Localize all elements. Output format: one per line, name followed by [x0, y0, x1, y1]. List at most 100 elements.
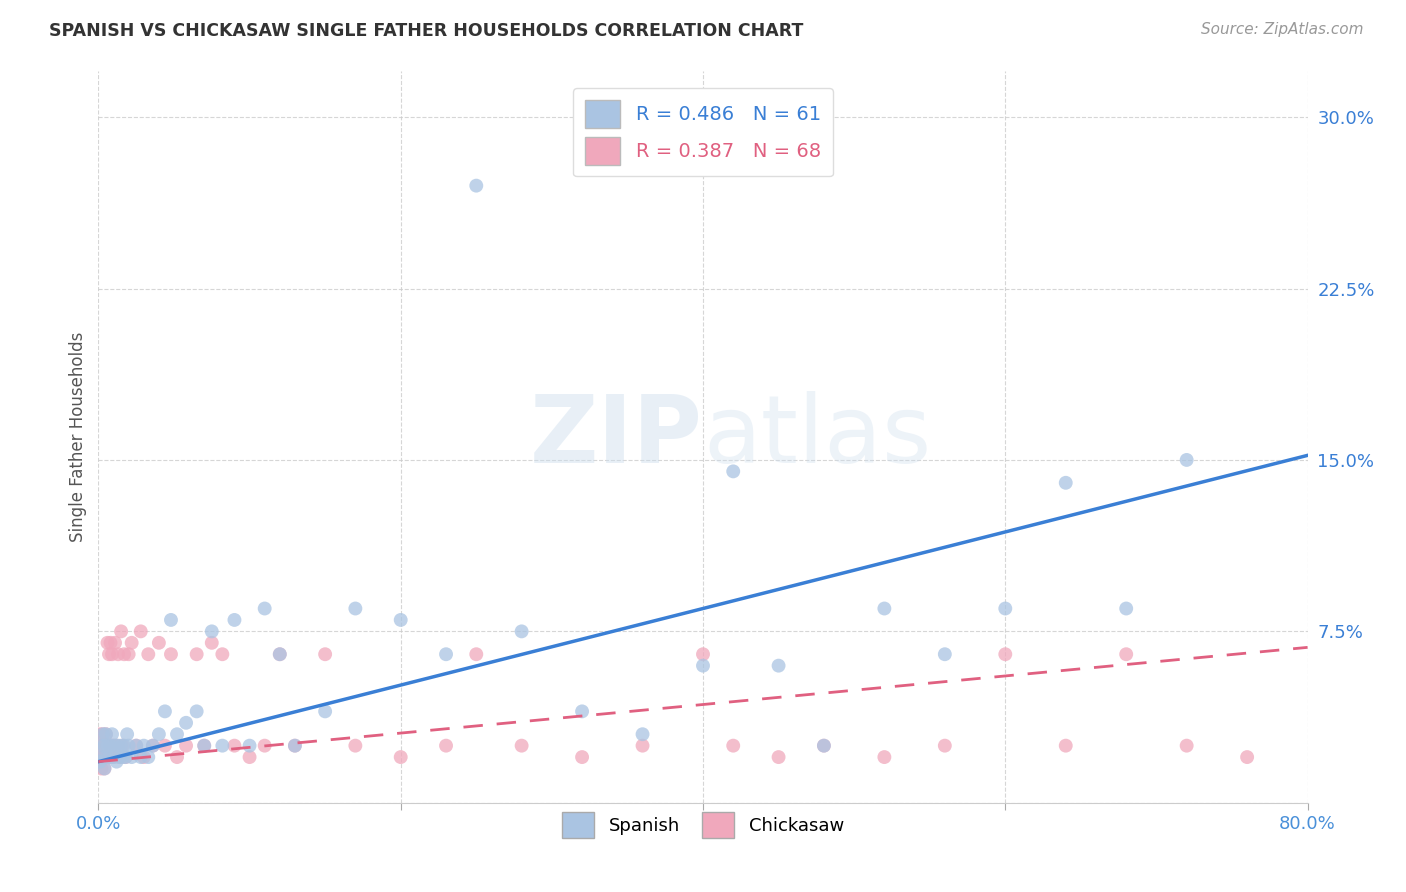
Point: [465, 178, 488, 193]
Point: [1175, 453, 1198, 467]
Point: [110, 739, 132, 753]
Point: [105, 739, 128, 753]
Point: [434, 647, 457, 661]
Point: [723, 464, 745, 478]
Point: [211, 739, 233, 753]
Point: [994, 601, 1017, 615]
Point: [510, 624, 533, 639]
Point: [160, 647, 183, 661]
Point: [118, 739, 141, 753]
Point: [91, 750, 114, 764]
Point: [89, 727, 111, 741]
Point: [111, 739, 134, 753]
Point: [100, 636, 122, 650]
Point: [201, 636, 224, 650]
Point: [94, 727, 117, 741]
Point: [768, 750, 790, 764]
Point: [873, 750, 896, 764]
Point: [934, 647, 956, 661]
Point: [211, 647, 233, 661]
Point: [269, 647, 291, 661]
Point: [114, 750, 136, 764]
Point: [465, 647, 488, 661]
Point: [1054, 739, 1077, 753]
Point: [571, 750, 593, 764]
Point: [108, 750, 131, 764]
Point: [91, 727, 114, 741]
Point: [90, 762, 112, 776]
Point: [94, 727, 117, 741]
Point: [193, 739, 215, 753]
Point: [114, 750, 136, 764]
Point: [166, 750, 188, 764]
Point: [434, 739, 457, 753]
Point: [284, 739, 307, 753]
Point: [132, 739, 155, 753]
Point: [125, 739, 148, 753]
Point: [121, 636, 143, 650]
Point: [98, 750, 121, 764]
Point: [107, 739, 129, 753]
Point: [314, 705, 336, 719]
Point: [94, 750, 117, 764]
Point: [1175, 739, 1198, 753]
Point: [153, 705, 176, 719]
Point: [186, 647, 208, 661]
Point: [103, 750, 125, 764]
Point: [284, 739, 307, 753]
Point: [344, 601, 367, 615]
Point: [692, 647, 714, 661]
Point: [129, 750, 152, 764]
Point: [89, 750, 111, 764]
Point: [112, 739, 135, 753]
Point: [193, 739, 215, 753]
Point: [934, 739, 956, 753]
Point: [631, 727, 654, 741]
Point: [253, 739, 276, 753]
Point: [253, 601, 276, 615]
Point: [186, 705, 208, 719]
Point: [94, 750, 117, 764]
Point: [101, 739, 124, 753]
Point: [100, 739, 122, 753]
Point: [91, 750, 114, 764]
Point: [93, 762, 115, 776]
Text: atlas: atlas: [703, 391, 931, 483]
Point: [96, 739, 118, 753]
Point: [125, 739, 148, 753]
Point: [153, 739, 176, 753]
Point: [314, 647, 336, 661]
Point: [108, 750, 131, 764]
Point: [692, 658, 714, 673]
Point: [148, 727, 170, 741]
Point: [93, 739, 115, 753]
Point: [160, 613, 183, 627]
Point: [96, 636, 118, 650]
Point: [98, 739, 121, 753]
Point: [873, 601, 896, 615]
Point: [132, 750, 155, 764]
Point: [101, 727, 124, 741]
Point: [631, 739, 654, 753]
Point: [100, 750, 122, 764]
Point: [90, 739, 112, 753]
Point: [93, 739, 115, 753]
Point: [344, 739, 367, 753]
Point: [105, 755, 128, 769]
Point: [91, 727, 114, 741]
Point: [510, 739, 533, 753]
Point: [112, 647, 135, 661]
Text: SPANISH VS CHICKASAW SINGLE FATHER HOUSEHOLDS CORRELATION CHART: SPANISH VS CHICKASAW SINGLE FATHER HOUSE…: [49, 22, 804, 40]
Point: [103, 750, 125, 764]
Point: [571, 705, 593, 719]
Point: [115, 727, 138, 741]
Point: [90, 739, 112, 753]
Point: [224, 739, 246, 753]
Point: [239, 750, 262, 764]
Point: [174, 715, 197, 730]
Point: [201, 624, 224, 639]
Point: [768, 658, 790, 673]
Point: [111, 750, 134, 764]
Point: [98, 647, 121, 661]
Point: [166, 727, 188, 741]
